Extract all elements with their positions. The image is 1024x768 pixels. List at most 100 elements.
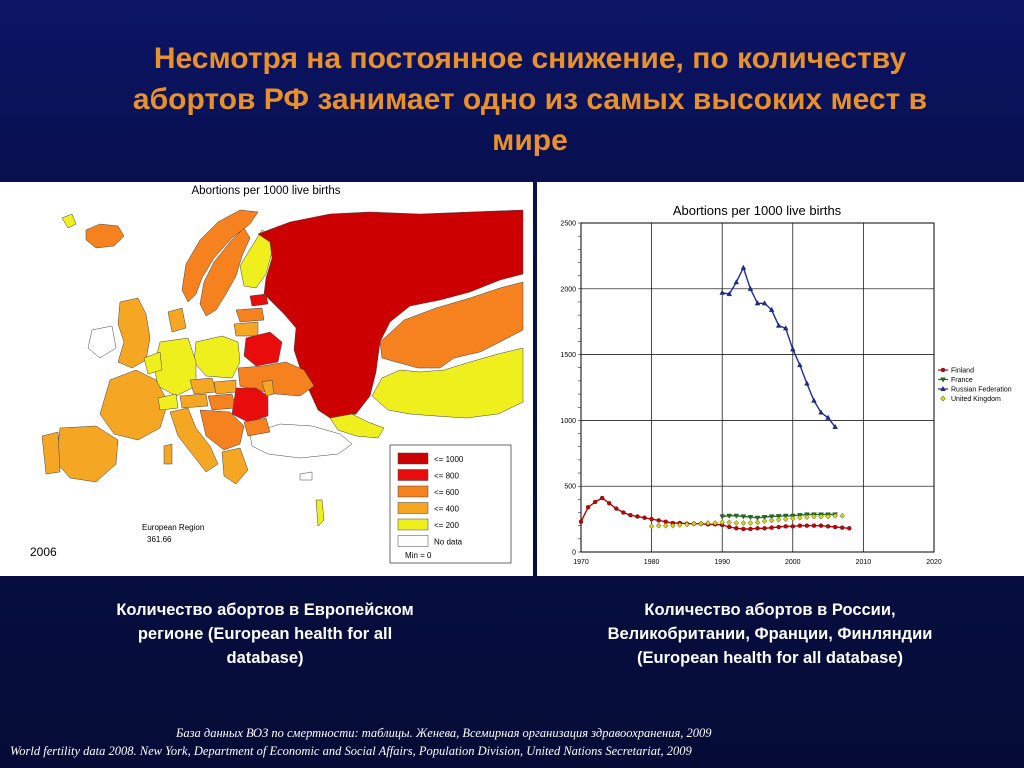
chart-y-tick-label: 1500 [560, 352, 576, 359]
chart-point [698, 520, 704, 527]
chart-point [740, 520, 747, 526]
chart-y-tick-label: 500 [564, 484, 576, 491]
chart-point [719, 514, 725, 520]
map-region-france [99, 369, 169, 441]
chart-legend-item: Russian Federation [938, 385, 1012, 394]
map-region-value: 361.66 [147, 535, 172, 544]
map-legend-swatch [397, 469, 429, 481]
chart-point [940, 377, 946, 383]
map-region-sardinia [163, 443, 173, 465]
map-region-moldova [261, 379, 275, 397]
chart-point [775, 514, 782, 520]
chart-legend-label: Russian Federation [951, 387, 1012, 394]
chart-point [733, 513, 740, 519]
map-legend-swatch [397, 535, 429, 547]
chart-y-tick-label: 0 [572, 550, 576, 557]
chart-point [691, 520, 697, 527]
chart-point [940, 367, 946, 373]
map-region-denmark [167, 307, 187, 333]
chart-legend: Finland France Russian Federation United Ki… [938, 367, 1012, 403]
map-legend-label: <= 1000 [434, 455, 464, 464]
caption-right-line-1: Количество абортов в России, [644, 601, 896, 619]
map-title: Abortions per 1000 live births [192, 185, 341, 197]
slide-title-line-2: абортов РФ занимает одно из самых высоки… [132, 83, 928, 116]
map-region-latvia [235, 307, 265, 323]
map-region-romania [231, 387, 269, 423]
chart-point [754, 300, 761, 306]
map-legend-label: No data [434, 538, 463, 547]
chart-point [726, 513, 732, 519]
chart-point [818, 523, 824, 528]
chart-point [840, 525, 845, 530]
chart-point [804, 523, 810, 528]
map-region-portugal [41, 431, 61, 475]
map-year: 2006 [30, 545, 57, 559]
chart-point [839, 512, 845, 519]
chart-point [783, 524, 788, 529]
map-legend: <= 1000 <= 800 <= 600 <= 400 <= 200 No data [397, 452, 464, 547]
map-legend-label: <= 600 [434, 488, 459, 497]
map-region-label: European Region [142, 523, 204, 532]
chart-point [727, 524, 732, 530]
chart-point [607, 501, 612, 506]
source-un: World fertility data 2008. New York, Dep… [10, 744, 692, 758]
chart-y-tick-label: 2000 [560, 286, 576, 293]
abortions-chart-panel: Abortions per 1000 live births 1970 1980 1… [537, 182, 1024, 576]
map-region-sweden [199, 227, 251, 317]
chart-series-france [719, 512, 838, 521]
chart-point [825, 414, 831, 420]
chart-point [768, 514, 775, 520]
chart-point [747, 285, 754, 291]
chart-point [670, 522, 676, 529]
chart-point [663, 522, 669, 529]
chart-point [811, 523, 817, 528]
caption-line-chart: Количество абортов в России, Великобрита… [560, 598, 980, 670]
map-region-hungary [207, 393, 237, 411]
chart-point [719, 289, 725, 295]
chart-point [747, 515, 754, 521]
chart-x-tick-label: 1990 [714, 559, 730, 566]
chart-point [649, 516, 654, 522]
chart-legend-item: France [938, 377, 973, 384]
map-legend-swatch [397, 485, 429, 498]
chart-point [599, 495, 605, 501]
chart-point [783, 516, 789, 522]
chart-point [818, 513, 824, 520]
chart-point [621, 510, 626, 515]
chart-y-tick-label: 1000 [560, 418, 576, 425]
chart-point [768, 306, 775, 312]
chart-x-tick-label: 1980 [644, 559, 660, 566]
chart-point [776, 524, 781, 530]
map-region-ireland [87, 325, 117, 359]
map-region-greece [221, 447, 249, 485]
chart-point [790, 515, 796, 522]
chart-legend-item: United Kingdom [940, 395, 1001, 403]
chart-point [811, 513, 817, 520]
caption-europe-map: Количество абортов в Европейском регионе… [70, 598, 460, 670]
chart-point [797, 514, 803, 521]
map-region-greenland [61, 213, 77, 229]
chart-point [797, 523, 803, 528]
chart-point [656, 518, 661, 523]
chart-x-tick-label: 1970 [573, 559, 589, 566]
map-legend-swatch [397, 502, 429, 514]
map-region-turkey [249, 423, 353, 459]
chart-point [825, 524, 831, 529]
chart-grid [578, 222, 935, 553]
chart-point [748, 526, 753, 532]
chart-point [733, 279, 740, 285]
chart-point [741, 526, 746, 532]
chart-point [754, 519, 761, 526]
map-legend-label: <= 400 [434, 505, 459, 514]
chart-point [804, 514, 810, 521]
chart-point [747, 520, 754, 526]
chart-y-tick-label: 2500 [560, 221, 576, 228]
caption-right-line-3: (European health for all database) [637, 649, 903, 667]
chart-point [762, 526, 767, 531]
map-legend-swatch [397, 452, 429, 465]
chart-point [648, 523, 655, 530]
chart-x-tick-label: 2020 [926, 559, 942, 566]
map-region-benelux [143, 351, 163, 375]
chart-point [761, 515, 768, 521]
caption-left-line-2: регионе (European health for all [137, 625, 393, 643]
